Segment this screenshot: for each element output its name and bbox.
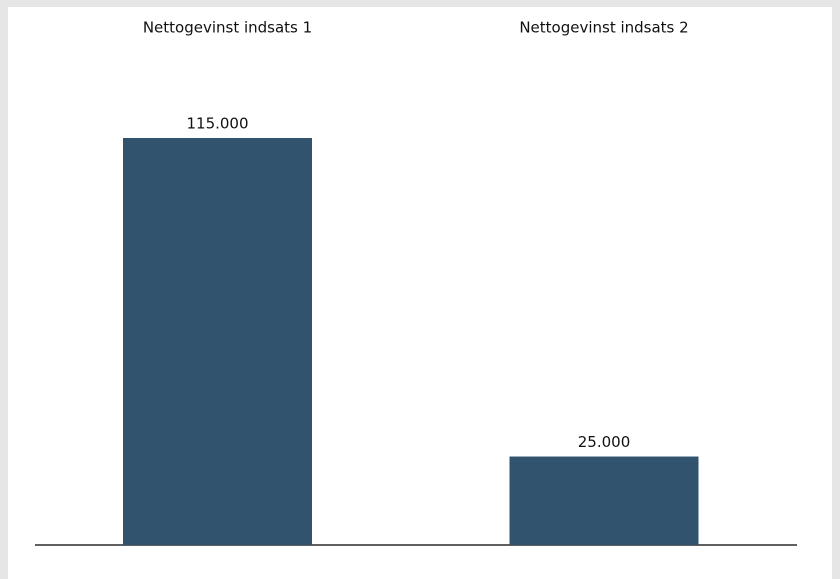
- value-label: 25.000: [578, 433, 631, 451]
- category-label: Nettogevinst indsats 2: [519, 19, 688, 37]
- bar: [509, 456, 699, 545]
- category-label: Nettogevinst indsats 1: [143, 19, 312, 37]
- value-label: 115.000: [186, 115, 248, 133]
- bar: [123, 138, 312, 545]
